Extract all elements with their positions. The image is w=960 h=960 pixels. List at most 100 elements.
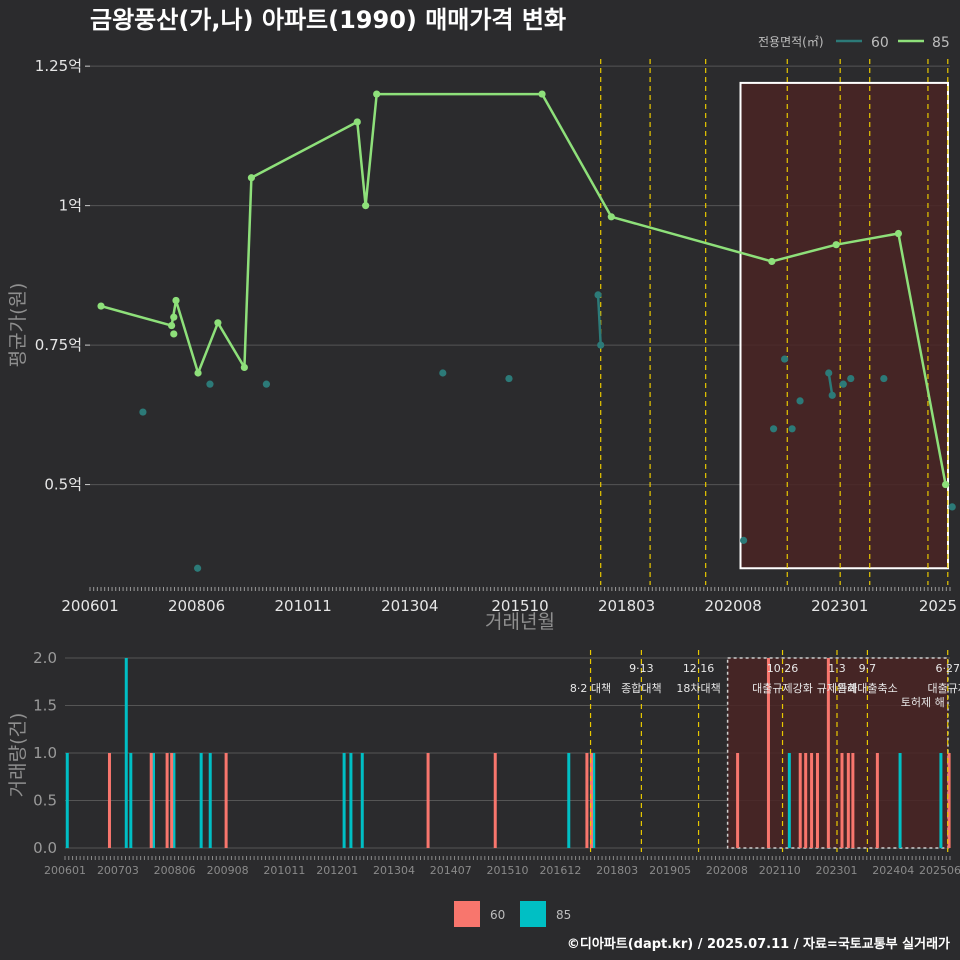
volume-x-tick-label: 202301 <box>816 864 858 877</box>
volume-bar-85 <box>898 753 902 848</box>
volume-bar-60 <box>426 753 430 848</box>
volume-bar-60 <box>589 753 593 848</box>
series-85-point <box>607 213 615 221</box>
volume-x-tick-label: 201510 <box>487 864 529 877</box>
legend-bar-85-label: 85 <box>556 908 571 922</box>
volume-bar-60 <box>493 753 497 848</box>
volume-bar-85 <box>349 753 353 848</box>
volume-bars <box>65 658 951 848</box>
volume-x-tick-label: 202506 <box>919 864 960 877</box>
volume-highlight-region <box>726 657 949 849</box>
series-60-segment <box>596 294 602 346</box>
price-y-tick-label: 0.5억 <box>44 476 82 494</box>
price-x-tick-label: 201510 <box>491 597 548 615</box>
series-60-point <box>948 503 956 511</box>
volume-bar-85 <box>592 753 596 848</box>
volume-y-tick-label: 1.5 <box>33 697 57 715</box>
volume-x-tick-label: 200806 <box>154 864 196 877</box>
series-60-point <box>439 369 447 377</box>
volume-x-tick-label: 202110 <box>759 864 801 877</box>
series-85-point <box>894 229 903 238</box>
price-legend: 전용면적(㎡) 60 85 <box>758 35 950 51</box>
series-85-point <box>353 118 361 126</box>
volume-y-tick-label: 1.0 <box>33 744 57 762</box>
policy-name-label: 규제완화 <box>817 682 857 695</box>
volume-y-tick-label: 0.0 <box>33 839 57 857</box>
series-60-point <box>828 391 836 399</box>
price-x-axis-title: 거래년월 <box>485 611 555 633</box>
series-85-line <box>100 92 947 485</box>
volume-x-tick-label: 202404 <box>872 864 914 877</box>
volume-bar-60 <box>165 753 169 848</box>
volume-bar-85 <box>129 753 133 848</box>
volume-bar-85 <box>124 658 128 848</box>
volume-y-axis-title: 거래량(건) <box>7 713 29 798</box>
legend-bar-60-swatch <box>454 901 480 927</box>
price-x-tick-label: 200806 <box>168 597 225 615</box>
series-60-point <box>788 425 796 433</box>
volume-bar-60 <box>224 753 228 848</box>
source-caption: ©디아파트(dapt.kr) / 2025.07.11 / 자료=국토교통부 실… <box>567 936 950 952</box>
policy-date-label: 9·13 <box>629 662 654 675</box>
volume-bar-60 <box>107 753 111 848</box>
series-60-point <box>847 374 855 383</box>
legend-bar-60-label: 60 <box>490 908 505 922</box>
price-x-tick-label: 201011 <box>275 597 332 615</box>
volume-bar-85 <box>939 753 943 848</box>
series-60-point <box>796 397 804 405</box>
series-60-point <box>839 380 847 388</box>
series-85-point <box>170 313 178 321</box>
series-60-point <box>505 374 513 383</box>
volume-x-tick-label: 201803 <box>596 864 638 877</box>
volume-x-tick-label: 201612 <box>539 864 581 877</box>
price-y-tick-label: 1.25억 <box>35 57 82 75</box>
volume-x-tick-label: 200601 <box>44 864 86 877</box>
volume-bar-85 <box>787 753 791 848</box>
price-x-tick-label: 201803 <box>598 597 655 615</box>
series-85-point <box>362 202 370 210</box>
series-85-point <box>172 296 180 305</box>
series-60-segment <box>827 372 834 396</box>
volume-x-tick-label: 200908 <box>207 864 249 877</box>
policy-date-label: 9·7 <box>859 662 877 675</box>
volume-x-tick-label: 200703 <box>97 864 139 877</box>
volume-highlight-box <box>726 657 949 849</box>
series-60-point <box>740 536 748 544</box>
legend-bar-85-swatch <box>520 901 546 927</box>
price-series <box>97 90 956 572</box>
policy-name-label: 토허제 해 <box>901 695 945 709</box>
volume-bar-85 <box>342 753 346 848</box>
series-60-point <box>206 380 214 388</box>
series-85-point <box>167 321 176 330</box>
policy-name-label: 8·2 대책 <box>570 682 611 695</box>
price-axes: 0.5억 0.75억 1억 1.25억 200601 200806 201011 201304… <box>35 57 957 615</box>
series-85-point <box>194 369 202 377</box>
series-60-point <box>880 374 888 383</box>
series-85-point <box>214 319 222 327</box>
series-60-point <box>769 425 778 433</box>
price-highlight-region <box>739 81 949 570</box>
volume-bar-85 <box>567 753 571 848</box>
volume-bar-85 <box>65 753 69 848</box>
series-85-point <box>373 90 381 98</box>
volume-y-tick-label: 2.0 <box>33 649 57 667</box>
volume-x-tick-label: 201304 <box>373 864 415 877</box>
volume-bar-85 <box>152 753 155 848</box>
policy-date-label: 6·27 <box>935 662 960 675</box>
policy-name-label: 대출규제강화 <box>752 682 813 695</box>
volume-bar-60 <box>826 658 830 848</box>
series-85-point <box>941 480 950 489</box>
volume-bar-60 <box>149 753 153 848</box>
volume-bar-60 <box>170 753 174 848</box>
volume-bar-60 <box>798 753 802 848</box>
legend-title: 전용면적(㎡) <box>758 35 824 49</box>
volume-legend: 60 85 <box>454 901 571 927</box>
series-85-point <box>247 174 256 182</box>
volume-bar-60 <box>947 753 951 848</box>
series-85-point <box>170 330 178 338</box>
volume-bar-60 <box>766 658 770 848</box>
legend-85-label: 85 <box>932 35 950 51</box>
volume-x-tick-label: 201905 <box>649 864 691 877</box>
price-panel: 0.5억 0.75억 1억 1.25억 200601 200806 201011 201304… <box>7 35 957 633</box>
volume-bar-85 <box>172 753 176 848</box>
